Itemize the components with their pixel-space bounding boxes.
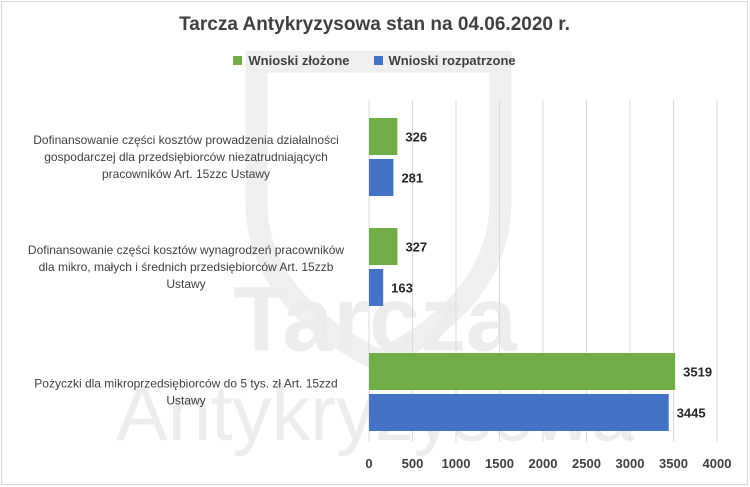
category-label: pracowników Art. 15zzc Ustawy	[102, 167, 270, 181]
legend: Wnioski złożone Wnioski rozpatrzone	[2, 53, 747, 68]
bar-rozpatrzone	[369, 269, 384, 306]
legend-swatch-green	[233, 56, 243, 65]
data-label: 326	[405, 130, 427, 145]
bar-zlozone	[369, 228, 398, 265]
x-tick-label: 4000	[703, 456, 732, 471]
category-label: Dofinansowanie części kosztów wynagrodze…	[28, 243, 344, 257]
x-tick-label: 2000	[529, 456, 558, 471]
x-tick-label: 0	[365, 456, 372, 471]
category-label: dla mikro, małych i średnich przedsiębio…	[39, 260, 334, 274]
data-label: 3445	[677, 406, 706, 421]
bar-zlozone	[369, 353, 676, 390]
legend-item-zlozone: Wnioski złożone	[233, 53, 350, 68]
category-label: gospodarczej dla przedsiębiorców niezatr…	[44, 150, 328, 164]
legend-label-zlozone: Wnioski złożone	[248, 53, 350, 68]
category-label: Ustawy	[166, 277, 205, 291]
data-label: 327	[405, 240, 427, 255]
x-tick-label: 500	[402, 456, 424, 471]
data-label: 281	[401, 171, 423, 186]
category-label: Dofinansowanie części kosztów prowadzeni…	[33, 133, 339, 147]
bar-zlozone	[369, 118, 398, 155]
legend-label-rozpatrzone: Wnioski rozpatrzone	[388, 53, 516, 68]
data-label: 3519	[683, 365, 712, 380]
x-tick-label: 3000	[616, 456, 645, 471]
x-tick-label: 3500	[659, 456, 688, 471]
x-tick-label: 1000	[442, 456, 471, 471]
category-label: Pożyczki dla mikroprzedsiębiorców do 5 t…	[34, 377, 337, 391]
data-label: 163	[391, 281, 413, 296]
legend-item-rozpatrzone: Wnioski rozpatrzone	[373, 53, 516, 68]
chart-title: Tarcza Antykryzysowa stan na 04.06.2020 …	[179, 14, 570, 35]
bar-rozpatrzone	[369, 394, 669, 431]
x-tick-label: 2500	[572, 456, 601, 471]
legend-swatch-blue	[373, 56, 383, 65]
category-label: Ustawy	[166, 394, 205, 408]
bar-rozpatrzone	[369, 159, 394, 196]
x-tick-label: 1500	[485, 456, 514, 471]
